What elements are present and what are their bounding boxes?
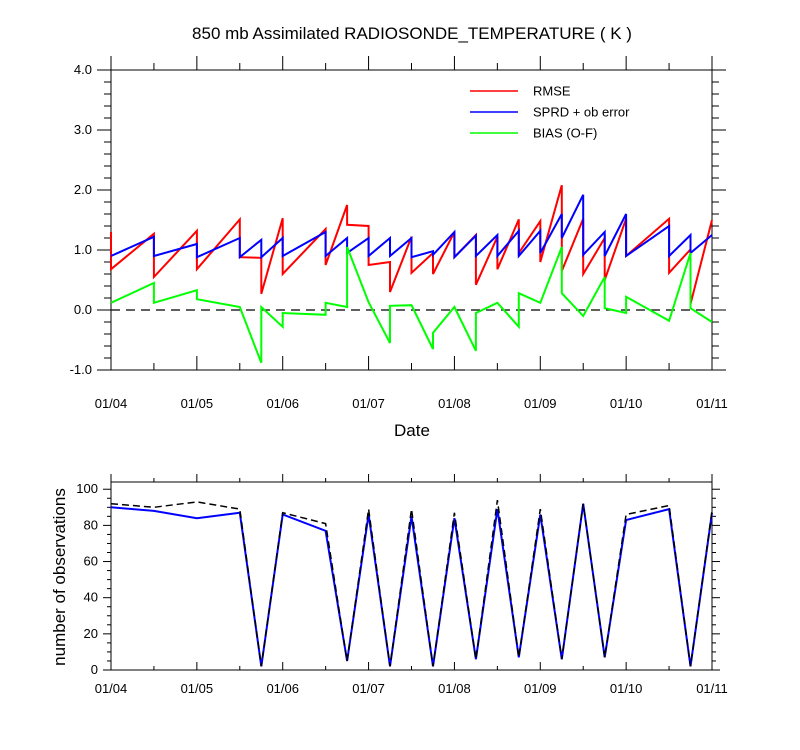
x-tick-label: 01/07 [352,396,385,411]
y-tick-label: 80 [84,517,98,532]
x-tick-label: 01/05 [181,396,214,411]
x-tick-label: 01/10 [610,396,643,411]
y-tick-label: 100 [76,481,98,496]
x-tick-label: 01/10 [610,681,643,696]
chart-title: 850 mb Assimilated RADIOSONDE_TEMPERATUR… [192,24,632,43]
x-tick-label: 01/04 [95,681,128,696]
y-tick-label: -1.0 [70,362,92,377]
series-line-bias-o-f [110,246,713,364]
x-tick-label: 01/04 [95,396,128,411]
y-tick-label: 0.0 [74,302,92,317]
x-tick-label: 01/08 [438,681,471,696]
x-tick-label: 01/06 [266,681,299,696]
y-tick-label: 2.0 [74,182,92,197]
x-tick-label: 01/05 [181,681,214,696]
x-tick-label: 01/09 [524,396,557,411]
x-tick-label: 01/07 [352,681,385,696]
series-line-sprd-ob-error [110,194,713,260]
x-tick-label: 01/11 [696,396,728,411]
x-tick-label: 01/08 [438,396,471,411]
y-tick-label: 3.0 [74,122,92,137]
y-tick-label: 60 [84,554,98,569]
y-tick-label: 20 [84,626,98,641]
legend-label: RMSE [533,84,571,99]
plot-frame [110,481,713,671]
y-tick-label: 1.0 [74,242,92,257]
y-tick-label: 4.0 [74,62,92,77]
bottom-plot: 01/04 01/05 01/06 01/07 01/08 01/09 01/10 01/11… [76,474,728,696]
legend-label: SPRD + ob error [533,105,630,120]
y-tick-label: 0 [91,662,98,677]
y-axis-label-bottom: number of observations [50,488,69,666]
series-line-obs-used [110,503,713,667]
y-tick-label: 40 [84,590,98,605]
legend-label: BIAS (O-F) [533,126,597,141]
x-axis-label-top: Date [394,421,430,440]
series-line-obs-possible [110,499,713,667]
x-tick-label: 01/06 [266,396,299,411]
x-tick-label: 01/11 [696,681,728,696]
x-tick-label: 01/09 [524,681,557,696]
top-plot: 01/04 01/05 01/06 01/07 01/08 01/09 01/10 01/11… [70,56,728,411]
